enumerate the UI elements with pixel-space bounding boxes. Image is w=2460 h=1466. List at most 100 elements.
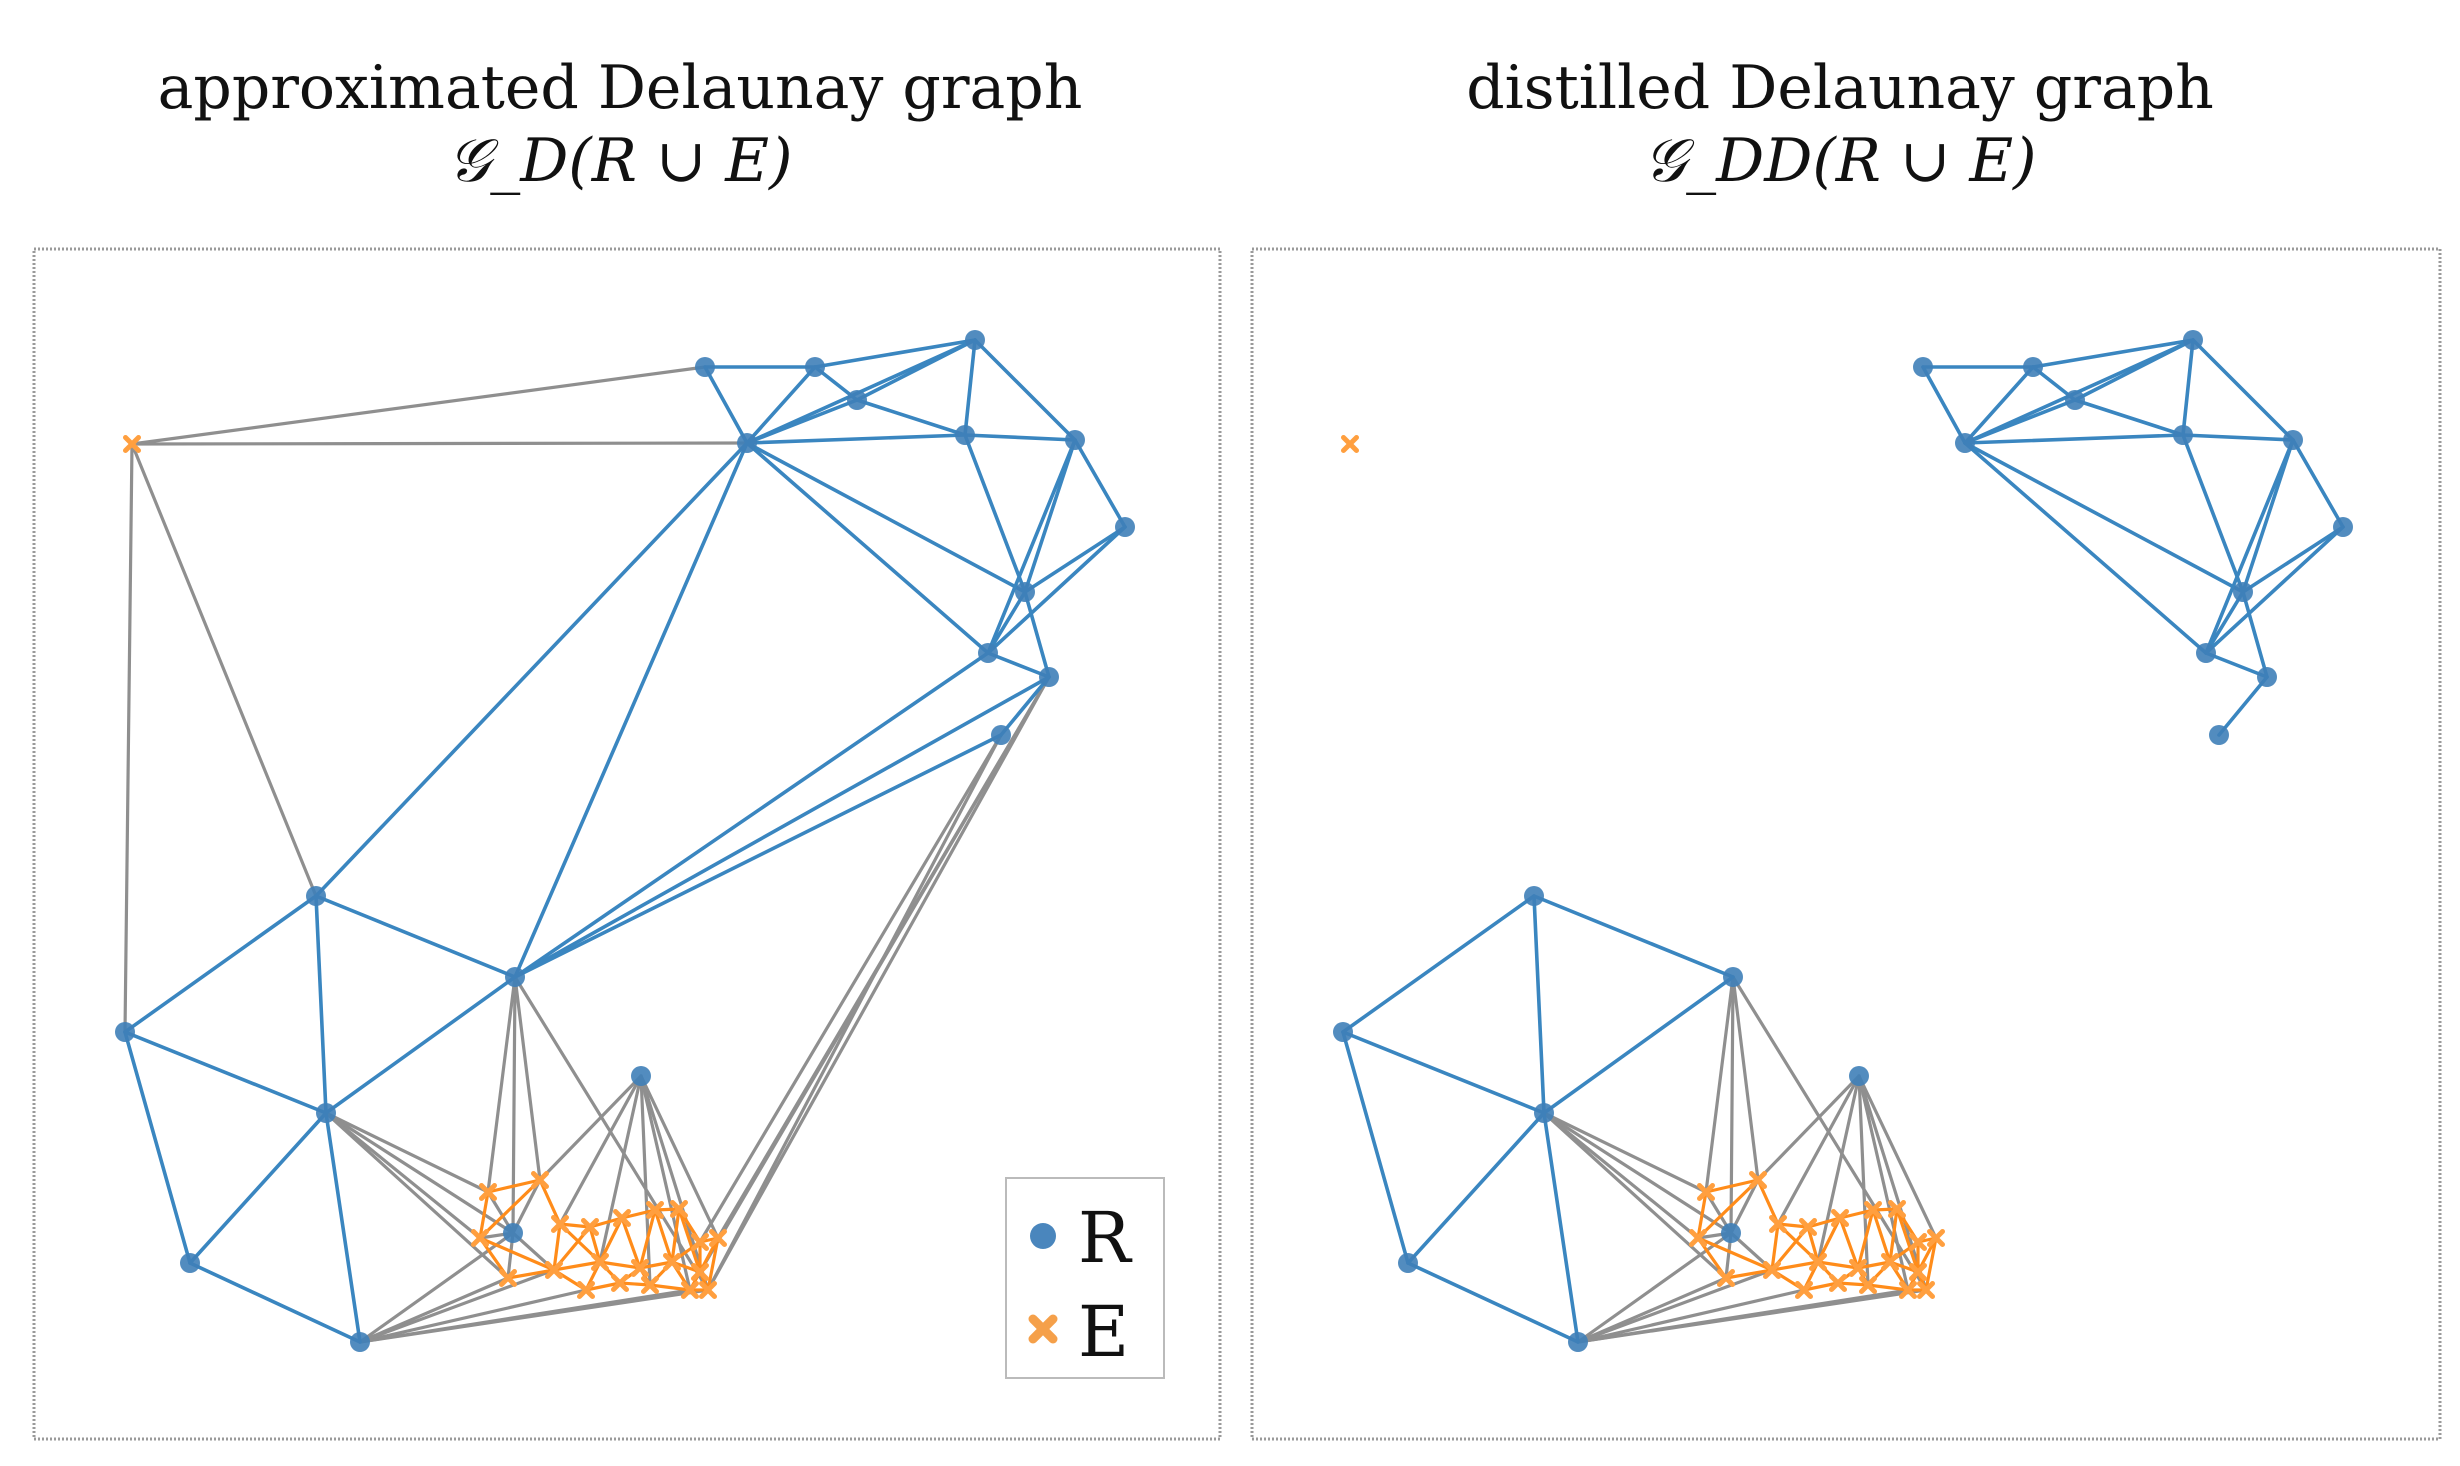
edge-e [478, 1190, 490, 1240]
right-graph-nodes [1333, 330, 2353, 1352]
edge-mixed [1542, 1111, 1733, 1235]
node-e [681, 1281, 699, 1299]
edge-r [703, 365, 749, 445]
node-r [1333, 1022, 1353, 1042]
edge-r [2181, 433, 2245, 594]
legend-e-label: E [1078, 1291, 1129, 1373]
edge-r [986, 525, 1127, 655]
edge-e [538, 1178, 562, 1226]
edge-e [1696, 1190, 1708, 1240]
edge-mixed [1776, 1074, 1861, 1226]
node-e [699, 1281, 717, 1299]
node-e [1829, 1274, 1847, 1292]
edge-e [1806, 1216, 1842, 1229]
edge-r [188, 1111, 328, 1265]
edge-mixed [706, 733, 1003, 1292]
node-r [505, 967, 525, 987]
edge-r [813, 338, 977, 369]
edge-e [486, 1178, 542, 1194]
edge-r [123, 1030, 192, 1265]
edge-e [653, 1208, 674, 1264]
node-e [691, 1263, 709, 1281]
node-r [350, 1332, 370, 1352]
edge-mixed [1542, 1111, 1708, 1194]
edge-mixed [358, 1288, 710, 1344]
node-r [1065, 430, 1085, 450]
edge-r [999, 675, 1051, 737]
edge-r [123, 894, 318, 1034]
edge-mixed [130, 441, 749, 446]
edge-e [598, 1260, 642, 1270]
edge-e [588, 1225, 602, 1264]
left-panel-title: approximated Delaunay graph 𝒢_D(R ∪ E) [30, 52, 1210, 198]
edge-e [1696, 1178, 1760, 1240]
node-e [591, 1253, 609, 1271]
node-r [2023, 357, 2043, 377]
node-e [670, 1200, 688, 1218]
node-r [737, 433, 757, 453]
edge-r [2204, 438, 2295, 655]
edge-r [2241, 525, 2345, 594]
node-r [991, 725, 1011, 745]
edge-mixed [130, 442, 318, 898]
node-r [1723, 967, 1743, 987]
edge-mixed [1576, 1288, 1928, 1344]
node-e [1909, 1263, 1927, 1281]
node-e [1881, 1253, 1899, 1271]
node-e [1917, 1281, 1935, 1299]
node-r [180, 1253, 200, 1273]
edge-e [638, 1208, 657, 1270]
node-e [691, 1233, 709, 1251]
edge-e [1836, 1281, 1870, 1287]
node-r [306, 886, 326, 906]
node-e [1809, 1253, 1827, 1271]
edge-r [314, 894, 517, 979]
edge-mixed [1731, 975, 1760, 1182]
edge-e [1856, 1208, 1875, 1270]
node-r [2173, 425, 2193, 445]
node-e [1717, 1269, 1735, 1287]
edge-e [1770, 1260, 1820, 1272]
node-r [115, 1022, 135, 1042]
edge-mixed [324, 1111, 490, 1194]
edge-r [2191, 338, 2295, 442]
edge-mixed [1857, 1074, 1928, 1292]
node-r [847, 390, 867, 410]
node-r [1398, 1253, 1418, 1273]
node-e [581, 1218, 599, 1236]
edge-mixed [324, 1111, 515, 1235]
node-r [1568, 1332, 1588, 1352]
edge-r [188, 1261, 362, 1344]
node-e [1927, 1229, 1945, 1247]
edge-r [1023, 590, 1051, 679]
edge-r [2181, 433, 2295, 442]
edge-r [2181, 338, 2195, 437]
edge-r [1341, 894, 1536, 1034]
node-e [545, 1261, 563, 1279]
edge-r [2204, 525, 2345, 655]
edge-r [2241, 590, 2269, 679]
edge-mixed [1542, 1111, 1700, 1240]
edge-r [513, 675, 1051, 979]
edge-r [2291, 438, 2345, 529]
edge-r [1023, 525, 1127, 594]
node-e [577, 1281, 595, 1299]
node-e [1849, 1259, 1867, 1277]
edge-e [552, 1222, 562, 1272]
node-e [1689, 1229, 1707, 1247]
left-title-line2: 𝒢_D(R ∪ E) [447, 126, 793, 197]
node-e [641, 1276, 659, 1294]
node-e [1859, 1276, 1877, 1294]
edge-e [1756, 1178, 1780, 1226]
edge-r [513, 651, 990, 979]
edge-mixed [598, 1074, 643, 1264]
edge-e [1802, 1281, 1840, 1292]
node-r [2257, 667, 2277, 687]
edge-e [588, 1216, 624, 1229]
edge-r [2241, 438, 2295, 594]
node-e [479, 1183, 497, 1201]
node-r [1524, 886, 1544, 906]
node-e [531, 1171, 549, 1189]
node-e [611, 1274, 629, 1292]
